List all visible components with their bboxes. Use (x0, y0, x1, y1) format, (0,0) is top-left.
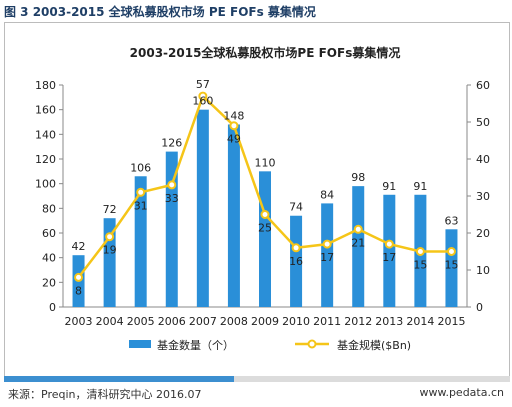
left-tick-label: 140 (35, 128, 56, 141)
scale-point-2008 (229, 121, 239, 131)
left-tick-label: 60 (42, 227, 56, 240)
scale-value-label: 21 (351, 236, 365, 249)
scale-point-2010 (291, 243, 301, 253)
x-tick-label: 2004 (96, 315, 124, 328)
bar-value-label: 98 (351, 171, 365, 184)
right-tick-label: 20 (476, 227, 490, 240)
bar-2005 (134, 176, 147, 307)
bar-2012 (352, 186, 365, 307)
scale-value-label: 17 (382, 251, 396, 264)
figure-heading: 图 3 2003-2015 全球私募股权市场 PE FOFs 募集情况 (4, 5, 316, 19)
bar-2007 (196, 109, 209, 308)
right-tick-label: 60 (476, 79, 490, 92)
x-tick-label: 2012 (344, 315, 372, 328)
bar-value-label: 106 (130, 161, 151, 174)
bar-2013 (383, 194, 396, 307)
x-tick-label: 2003 (65, 315, 93, 328)
website-credit: www.pedata.cn (419, 386, 504, 399)
bar-value-label: 110 (255, 156, 276, 169)
x-tick-label: 2014 (406, 315, 434, 328)
bar-value-label: 91 (382, 180, 396, 193)
x-tick-label: 2007 (189, 315, 217, 328)
x-tick-label: 2005 (127, 315, 155, 328)
left-tick-label: 100 (35, 178, 56, 191)
right-tick-label: 0 (476, 301, 483, 314)
legend-bar-label: 基金数量（个） (157, 338, 234, 352)
scale-point-2006 (167, 180, 177, 190)
left-tick-label: 160 (35, 104, 56, 117)
scale-point-2012 (353, 224, 363, 234)
left-tick-label: 180 (35, 79, 56, 92)
bar-value-label: 91 (413, 180, 427, 193)
right-tick-label: 40 (476, 153, 490, 166)
scale-value-label: 15 (413, 259, 427, 272)
legend-bar-swatch (129, 340, 151, 348)
scale-value-label: 31 (134, 199, 148, 212)
bar-value-label: 42 (72, 240, 86, 253)
x-tick-label: 2010 (282, 315, 310, 328)
left-tick-label: 40 (42, 252, 56, 265)
footer-divider (4, 376, 510, 382)
scale-value-label: 15 (444, 259, 458, 272)
left-tick-label: 120 (35, 153, 56, 166)
right-tick-label: 30 (476, 190, 490, 203)
scale-point-2014 (415, 247, 425, 256)
bar-2006 (165, 151, 178, 307)
scale-point-2005 (136, 187, 146, 197)
bar-value-label: 148 (223, 109, 244, 122)
bar-value-label: 160 (192, 95, 213, 108)
legend-line-marker (307, 339, 317, 349)
bar-value-label: 84 (320, 188, 334, 201)
x-tick-label: 2011 (313, 315, 341, 328)
x-tick-label: 2013 (375, 315, 403, 328)
scale-value-label: 8 (75, 284, 82, 297)
chart-title: 2003-2015全球私募股权市场PE FOFs募集情况 (130, 45, 401, 60)
left-tick-label: 80 (42, 202, 56, 215)
bar-value-label: 72 (103, 203, 117, 216)
bar-2010 (290, 215, 303, 307)
chart-panel: 2003-2015全球私募股权市场PE FOFs募集情况 0 20 40 60 80 100… (4, 22, 510, 377)
scale-value-label: 17 (320, 251, 334, 264)
chart: 2003-2015全球私募股权市场PE FOFs募集情况020406080100… (35, 45, 490, 352)
bar-2008 (227, 124, 240, 307)
bar-2011 (321, 203, 334, 307)
x-tick-label: 2015 (437, 315, 465, 328)
footer-divider-accent (4, 376, 234, 382)
x-tick-label: 2008 (220, 315, 248, 328)
right-tick-label: 10 (476, 264, 490, 277)
scale-value-label: 16 (289, 255, 303, 268)
scale-point-2009 (260, 210, 270, 219)
scale-point-2013 (384, 239, 394, 249)
bar-value-label: 126 (161, 137, 182, 150)
scale-point-2004 (105, 232, 115, 242)
scale-value-label: 19 (103, 244, 117, 257)
source-note: 来源：Preqin，清科研究中心 2016.07 (8, 388, 202, 401)
scale-point-2007 (198, 91, 208, 101)
x-tick-label: 2009 (251, 315, 279, 328)
scale-point-2011 (322, 239, 332, 249)
scale-value-label: 25 (258, 222, 272, 235)
legend-line-label: 基金规模($Bn) (337, 338, 411, 352)
right-tick-label: 50 (476, 116, 490, 129)
bar-value-label: 74 (289, 201, 303, 214)
scale-point-2003 (74, 272, 84, 282)
scale-value-label: 49 (227, 133, 241, 146)
scale-value-label: 33 (165, 192, 179, 205)
left-tick-label: 20 (42, 276, 56, 289)
x-tick-label: 2006 (158, 315, 186, 328)
left-tick-label: 0 (49, 301, 56, 314)
scale-value-label: 57 (196, 78, 210, 91)
bar-value-label: 63 (444, 214, 458, 227)
scale-point-2015 (446, 247, 456, 256)
bar-2009 (259, 171, 271, 307)
